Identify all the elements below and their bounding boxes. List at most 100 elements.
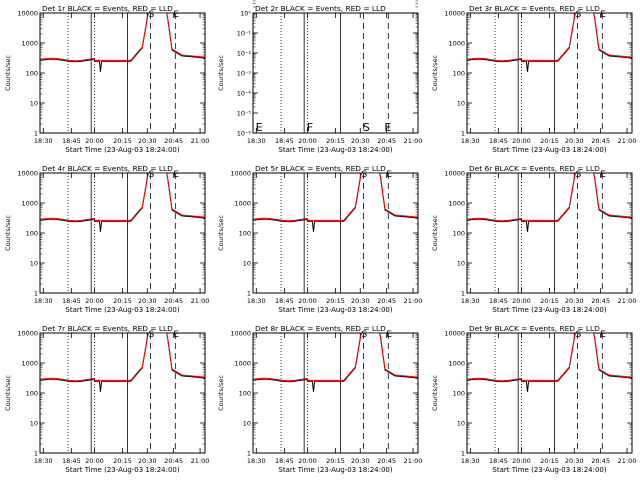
x-axis-label: Start Time (23-Aug-03 18:24:00) [492, 466, 606, 474]
x-tick-label: 20:45 [591, 457, 610, 465]
marker-label: S [576, 10, 582, 20]
x-tick-label: 20:30 [138, 457, 157, 465]
x-tick-label: 21:00 [404, 457, 423, 465]
chart-panel-9: Det 9r BLACK = Events, RED = LLD 1 10 100 10… [431, 324, 636, 474]
chart-panel-4: Det 4r BLACK = Events, RED = LLD 1 10 100 10… [4, 164, 209, 314]
y-tick-label: 10 [243, 420, 251, 428]
x-tick-label: 20:15 [540, 457, 559, 465]
x-tick-label: 20:45 [377, 297, 396, 305]
x-tick-label: 20:15 [113, 457, 132, 465]
x-tick-label: 21:00 [404, 297, 423, 305]
chart-title: Det 4r BLACK = Events, RED = LLD [42, 164, 173, 173]
marker-label: E [256, 121, 263, 134]
y-tick-label: 1000 [448, 40, 465, 48]
x-tick-label: 20:30 [138, 297, 157, 305]
y-tick-label: 10 [243, 260, 251, 268]
x-tick-label: 18:45 [62, 137, 81, 145]
marker-label: E [600, 10, 606, 20]
chart-panel-1: Det 1r BLACK = Events, RED = LLD 1 10 100 10… [4, 4, 209, 154]
y-axis-label: Counts/sec [431, 215, 439, 251]
y-tick-label: 10000 [444, 170, 465, 178]
x-tick-label: 20:45 [377, 137, 396, 145]
x-tick-label: 18:30 [34, 137, 53, 145]
y-tick-label: 1 [247, 290, 251, 298]
y-axis-label: Counts/sec [4, 55, 12, 91]
y-tick-label: 1 [34, 290, 38, 298]
marker-label: S [362, 170, 368, 180]
chart-panel-6: Det 6r BLACK = Events, RED = LLD 1 10 100 10… [431, 164, 636, 314]
x-tick-label: 21:00 [191, 137, 210, 145]
series-lld-line [40, 333, 205, 382]
y-tick-label: 10⁻³ [237, 70, 252, 78]
y-tick-label: 10000 [444, 10, 465, 18]
x-tick-label: 20:15 [540, 297, 559, 305]
x-tick-label: 18:30 [34, 457, 53, 465]
x-tick-label: 20:00 [85, 297, 104, 305]
y-tick-label: 10 [457, 420, 465, 428]
marker-label: E [173, 330, 179, 340]
x-tick-label: 18:30 [34, 297, 53, 305]
chart-title: Det 3r BLACK = Events, RED = LLD [469, 4, 600, 13]
y-axis-label: Counts/sec [4, 375, 12, 411]
chart-title: Det 6r BLACK = Events, RED = LLD [469, 164, 600, 173]
y-tick-label: 100 [26, 70, 38, 78]
x-tick-label: 20:00 [298, 137, 317, 145]
y-tick-label: 10000 [17, 170, 38, 178]
y-axis-label: Counts/sec [4, 215, 12, 251]
x-tick-label: 20:00 [512, 457, 531, 465]
series-lld-line [40, 13, 205, 62]
y-tick-label: 1 [247, 450, 251, 458]
x-tick-label: 20:00 [85, 457, 104, 465]
x-tick-label: 20:45 [164, 137, 183, 145]
y-tick-label: 1000 [21, 200, 38, 208]
marker-label: E [386, 170, 392, 180]
y-tick-label: 100 [26, 230, 38, 238]
x-tick-label: 21:00 [618, 137, 637, 145]
x-tick-label: 20:15 [113, 137, 132, 145]
y-tick-label: 100 [239, 230, 251, 238]
x-tick-label: 20:45 [164, 457, 183, 465]
chart-panel-7: Det 7r BLACK = Events, RED = LLD 1 10 100 10… [4, 324, 209, 474]
x-tick-label: 20:15 [540, 137, 559, 145]
series-lld-line [253, 333, 418, 382]
y-tick-label: 1 [461, 290, 465, 298]
chart-title: Det 5r BLACK = Events, RED = LLD [255, 164, 386, 173]
x-tick-label: 18:30 [461, 137, 480, 145]
marker-label: S [362, 330, 368, 340]
x-tick-label: 20:00 [298, 297, 317, 305]
marker-label: S [149, 10, 155, 20]
y-tick-label: 10 [457, 100, 465, 108]
series-lld-line [467, 13, 632, 62]
x-tick-label: 20:45 [377, 457, 396, 465]
plot-frame [466, 172, 633, 294]
marker-label: E [386, 330, 392, 340]
y-axis-label: Counts/sec [217, 375, 225, 411]
x-axis-label: Start Time (23-Aug-03 18:24:00) [492, 146, 606, 154]
series-lld-line [467, 173, 632, 222]
y-tick-label: 1000 [21, 360, 38, 368]
chart-title: Det 8r BLACK = Events, RED = LLD [255, 324, 386, 333]
x-tick-label: 20:45 [591, 137, 610, 145]
series-events-line [253, 173, 418, 232]
y-tick-label: 100 [453, 390, 465, 398]
x-tick-label: 21:00 [191, 457, 210, 465]
y-tick-label: 1000 [234, 200, 251, 208]
plot-frame [252, 332, 419, 454]
marker-label: F [307, 121, 313, 134]
marker-label: S [576, 330, 582, 340]
x-tick-label: 18:45 [275, 297, 294, 305]
x-tick-label: 20:00 [512, 137, 531, 145]
y-tick-label: 1000 [448, 200, 465, 208]
y-tick-label: 10 [30, 260, 38, 268]
y-tick-label: 1 [461, 130, 465, 138]
x-tick-label: 18:45 [489, 297, 508, 305]
y-tick-label: 10⁻¹ [237, 30, 252, 38]
x-tick-label: 18:45 [62, 457, 81, 465]
marker-label: E [173, 10, 179, 20]
x-tick-label: 20:00 [85, 137, 104, 145]
marker-label: S [149, 330, 155, 340]
y-tick-label: 10 [30, 420, 38, 428]
chart-title: Det 1r BLACK = Events, RED = LLD [42, 4, 173, 13]
x-tick-label: 20:30 [565, 457, 584, 465]
x-axis-label: Start Time (23-Aug-03 18:24:00) [65, 466, 179, 474]
